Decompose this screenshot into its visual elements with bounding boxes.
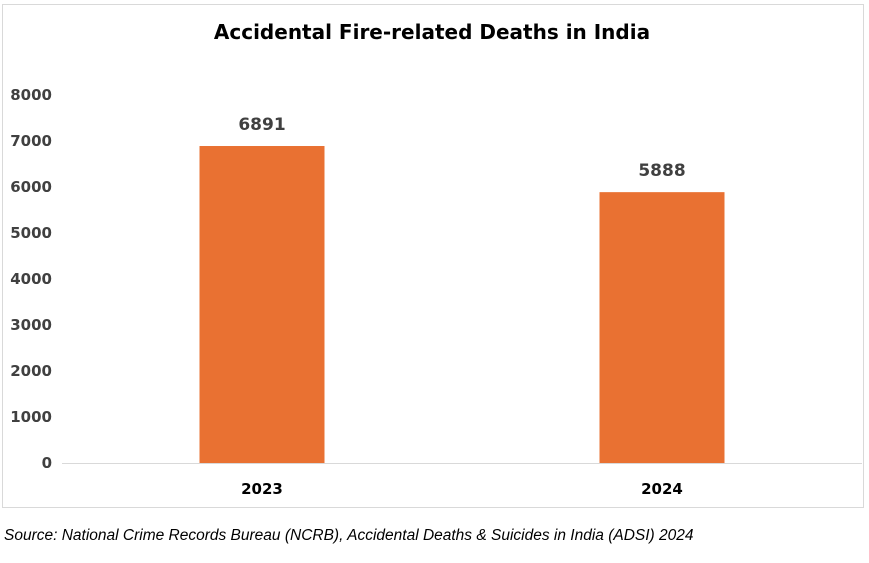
y-tick-label: 0 (42, 454, 52, 472)
y-tick-label: 5000 (10, 224, 52, 242)
bar-2024 (599, 192, 725, 464)
y-tick-label: 4000 (10, 270, 52, 288)
data-label: 6891 (238, 115, 285, 135)
y-tick-label: 8000 (10, 86, 52, 104)
y-tick-label: 2000 (10, 362, 52, 380)
x-tick-label: 2023 (241, 480, 283, 498)
chart-plot: 0 1000 2000 3000 4000 5000 6000 7000 8000 6891 202… (10, 86, 862, 498)
bar-2023 (199, 146, 325, 463)
data-label: 5888 (638, 161, 685, 181)
x-tick-label: 2024 (641, 480, 683, 498)
y-tick-label: 1000 (10, 408, 52, 426)
y-tick-label: 7000 (10, 132, 52, 150)
chart-title: Accidental Fire-related Deaths in India (213, 20, 651, 44)
y-tick-label: 6000 (10, 178, 52, 196)
source-note: Source: National Crime Records Bureau (N… (4, 527, 694, 544)
y-tick-label: 3000 (10, 316, 52, 334)
